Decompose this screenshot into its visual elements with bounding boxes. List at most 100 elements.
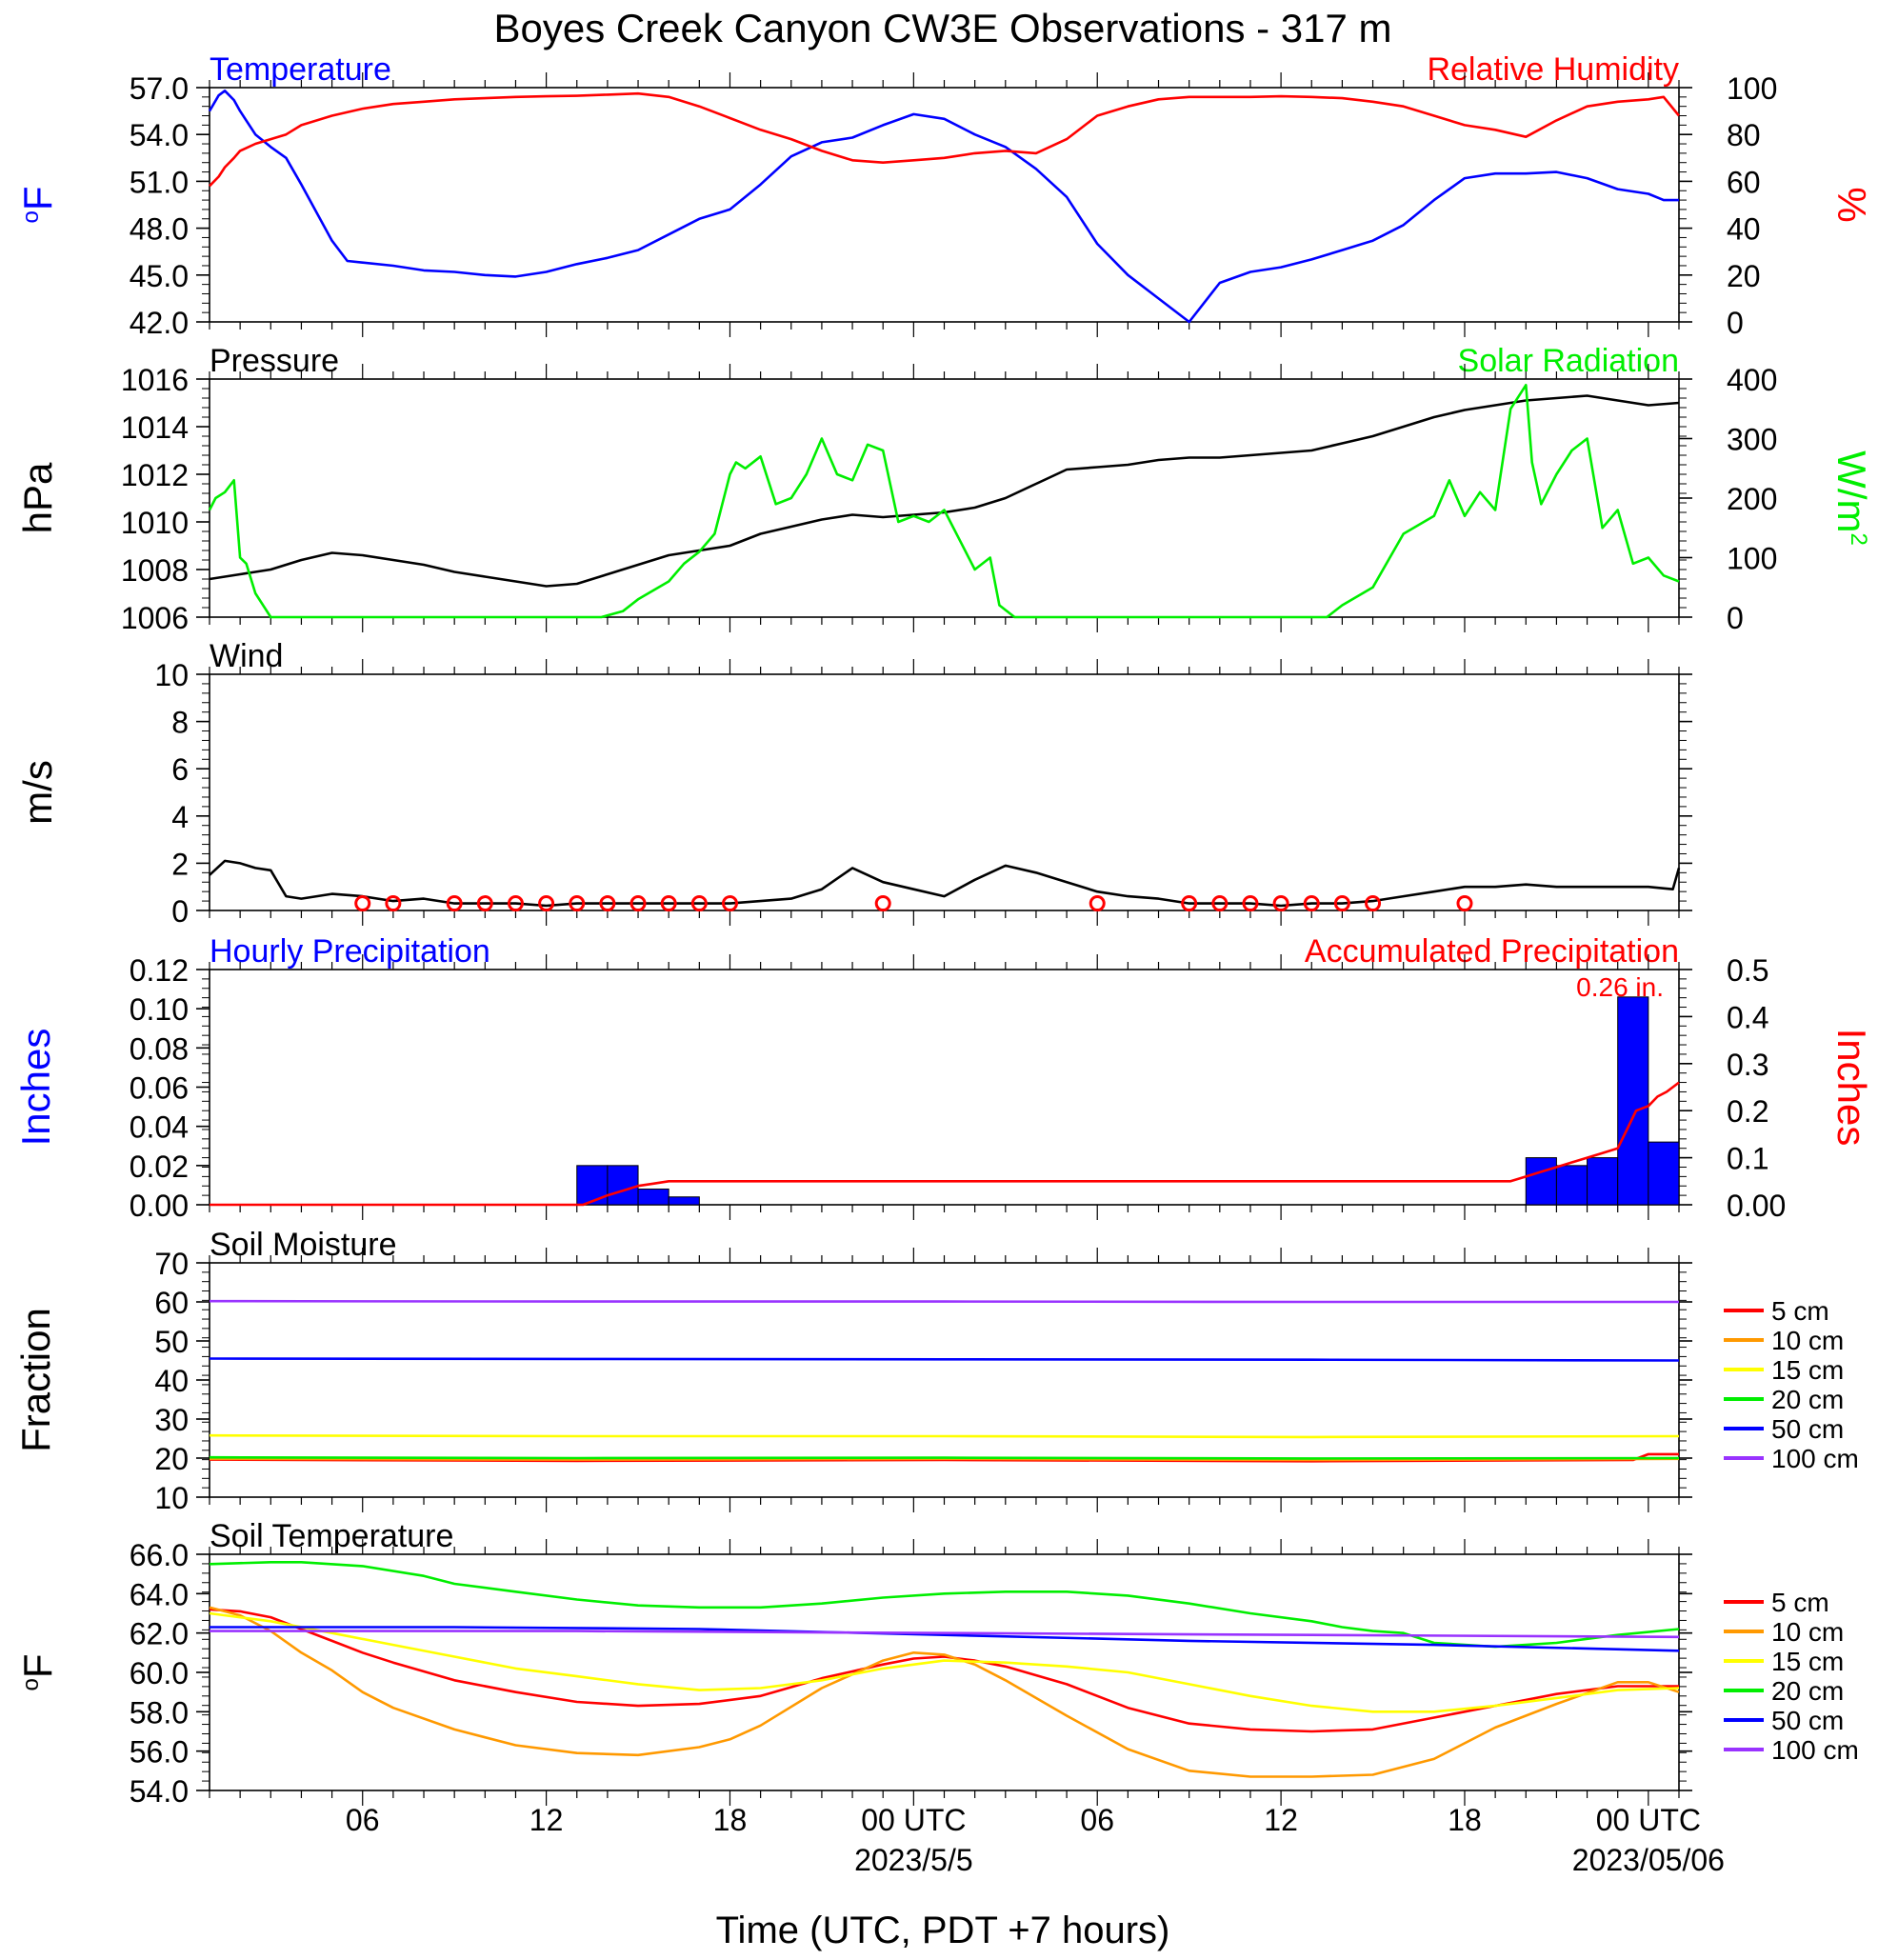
y-tick-label-right: 40	[1727, 212, 1761, 247]
y-axis-unit-right: Inches	[1829, 1029, 1874, 1147]
calm-wind-marker	[874, 895, 891, 912]
panel-1: 42.0 45.0 48.0 51.0 54.0 57.0 oF 0 20 40 60 80 100% T…	[15, 51, 1874, 340]
y-tick-label: 51.0	[130, 165, 189, 199]
panel-title-left: Hourly Precipitation	[210, 933, 490, 970]
y-tick-label: 40	[154, 1364, 189, 1398]
y-tick-label: 0.10	[130, 992, 189, 1027]
series-line-5-cm	[209, 1608, 1679, 1733]
panel-title-right: Solar Radiation	[1458, 343, 1679, 379]
y-tick-label: 2	[171, 847, 189, 881]
panel-4: 0.00 0.02 0.04 0.06 0.08 0.10 0.12 Inches 0.00 0.…	[13, 933, 1874, 1223]
precip-bar	[637, 1189, 669, 1206]
y-tick-label: 62.0	[130, 1617, 189, 1651]
x-tick-label: 18	[713, 1803, 748, 1837]
series-line-10-cm	[209, 1606, 1680, 1778]
x-tick-label: 06	[1080, 1803, 1114, 1837]
x-tick-sublabel: 2023/5/5	[854, 1843, 973, 1877]
y-tick-label: 0.04	[130, 1110, 189, 1145]
y-tick-label-right: 300	[1727, 423, 1777, 457]
series-line-100-cm	[209, 1299, 1679, 1304]
legend-label: 20 cm	[1771, 1385, 1844, 1414]
y-tick-label: 0.00	[130, 1189, 189, 1223]
legend-label: 5 cm	[1771, 1296, 1829, 1326]
calm-wind-marker	[385, 895, 402, 912]
y-axis-unit-right: %	[1829, 187, 1874, 222]
precip-bar	[1648, 1141, 1680, 1206]
panel-title-left: Wind	[210, 638, 283, 674]
legend-label: 100 cm	[1771, 1735, 1859, 1765]
precip-total-annotation: 0.26 in.	[1576, 972, 1664, 1002]
y-tick-label: 10	[154, 1481, 189, 1515]
y-tick-label-right: 0.3	[1727, 1048, 1768, 1082]
y-tick-label-right: 0	[1727, 306, 1744, 340]
y-tick-label: 10	[154, 658, 189, 692]
series-line-pressure	[209, 394, 1680, 588]
y-axis-unit-left: m/s	[15, 760, 60, 825]
y-tick-label: 57.0	[130, 71, 189, 106]
series-line-20-cm	[209, 1561, 1680, 1649]
series-line-50-cm	[210, 1626, 1680, 1652]
panel-title-right: Accumulated Precipitation	[1305, 933, 1679, 970]
panel-frame	[209, 969, 1680, 1206]
calm-wind-marker	[690, 895, 708, 912]
y-tick-label: 1006	[121, 601, 189, 635]
precip-bar	[1587, 1157, 1619, 1206]
chart-title: Boyes Creek Canyon CW3E Observations - 3…	[493, 6, 1391, 50]
x-axis-label: Time (UTC, PDT +7 hours)	[716, 1910, 1170, 1951]
legend-label: 15 cm	[1771, 1355, 1844, 1385]
legend-label: 50 cm	[1771, 1414, 1844, 1444]
y-axis-unit-left: oF	[15, 1653, 60, 1690]
calm-wind-marker	[446, 895, 463, 912]
calm-wind-marker	[1272, 895, 1289, 912]
calm-wind-marker	[1333, 895, 1350, 912]
y-tick-label: 30	[154, 1403, 189, 1437]
y-tick-label: 60	[154, 1286, 189, 1320]
y-tick-label-right: 0	[1727, 601, 1744, 635]
legend-label: 10 cm	[1771, 1326, 1844, 1355]
y-tick-label-right: 0.1	[1727, 1142, 1768, 1176]
y-tick-label-right: 80	[1727, 118, 1761, 152]
precip-bar	[1555, 1165, 1588, 1206]
calm-wind-marker	[538, 895, 555, 912]
legend-label: 100 cm	[1771, 1444, 1859, 1473]
x-tick-label: 06	[346, 1803, 380, 1837]
panel-5: 10 20 30 40 50 60 70 Fraction Soil Moisture	[13, 1227, 1692, 1515]
y-tick-label: 64.0	[130, 1577, 189, 1611]
y-tick-label: 20	[154, 1442, 189, 1476]
y-tick-label: 0.06	[130, 1071, 189, 1106]
calm-wind-marker	[1089, 895, 1106, 912]
y-tick-label: 70	[154, 1247, 189, 1281]
y-tick-label: 1012	[121, 458, 189, 492]
y-tick-label-right: 400	[1727, 363, 1777, 397]
series-line-wind	[209, 859, 1681, 908]
series-line-50-cm	[209, 1357, 1680, 1362]
series-line-accumulated-precipitation	[210, 1081, 1680, 1207]
y-tick-label-right: 0.2	[1727, 1094, 1768, 1129]
calm-wind-marker	[569, 895, 586, 912]
panel-title-left: Temperature	[210, 51, 391, 88]
y-axis-unit-left: hPa	[15, 462, 60, 533]
y-tick-label: 60.0	[130, 1656, 189, 1690]
calm-wind-marker	[1181, 895, 1198, 912]
legend-label: 15 cm	[1771, 1647, 1844, 1676]
x-tick-label: 12	[529, 1803, 564, 1837]
calm-wind-marker	[354, 895, 371, 912]
y-tick-label: 0.12	[130, 953, 189, 988]
panel-frame	[209, 673, 1680, 911]
x-tick-label: 12	[1264, 1803, 1298, 1837]
precip-bar	[1617, 996, 1649, 1206]
y-tick-label: 1008	[121, 553, 189, 588]
y-tick-label-right: 20	[1727, 259, 1761, 293]
y-axis-unit-left: Inches	[13, 1029, 58, 1147]
y-tick-label: 42.0	[130, 306, 189, 340]
precip-bar	[668, 1196, 700, 1206]
legend-label: 50 cm	[1771, 1706, 1844, 1735]
calm-wind-marker	[507, 895, 524, 912]
y-axis-unit-right: W/m2	[1829, 450, 1874, 546]
panel-title-left: Soil Moisture	[210, 1227, 397, 1263]
x-tick-label: 00 UTC	[861, 1803, 966, 1837]
calm-wind-marker	[629, 895, 647, 912]
series-line-20-cm	[209, 1455, 1680, 1460]
y-tick-label: 56.0	[130, 1735, 189, 1770]
